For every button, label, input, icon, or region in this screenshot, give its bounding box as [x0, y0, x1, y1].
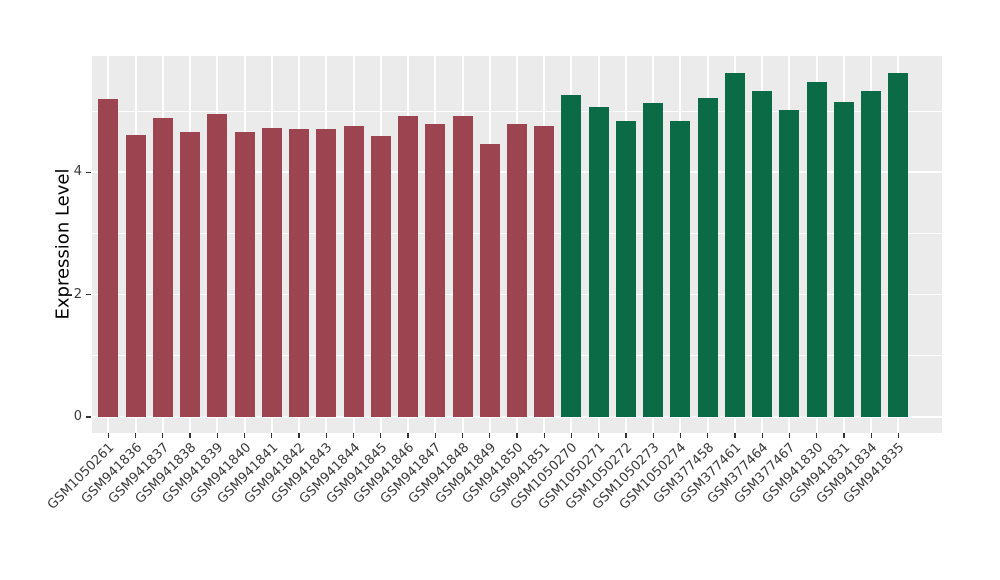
x-axis-tick — [816, 433, 818, 438]
bar — [234, 131, 255, 418]
x-axis-tick — [734, 433, 736, 438]
x-axis-tick — [380, 433, 382, 438]
x-axis-tick — [516, 433, 518, 438]
bar — [180, 131, 201, 418]
bar — [670, 121, 691, 418]
bar — [125, 134, 146, 418]
bar — [98, 99, 119, 418]
bar — [289, 129, 310, 418]
x-axis-tick — [298, 433, 300, 438]
bar — [724, 73, 745, 418]
bar — [588, 107, 609, 418]
bar — [152, 118, 173, 418]
bar — [370, 135, 391, 418]
bar — [615, 121, 636, 418]
x-axis-tick — [897, 433, 899, 438]
y-tick-label: 2 — [73, 286, 82, 302]
bar — [398, 115, 419, 418]
x-axis-tick — [679, 433, 682, 438]
y-tick-label: 0 — [73, 409, 82, 425]
y-axis-tick — [86, 294, 91, 296]
bar — [425, 123, 446, 418]
x-axis-tick — [325, 433, 327, 438]
x-axis-tick — [352, 433, 355, 438]
x-axis-tick — [461, 433, 464, 438]
bar — [343, 126, 364, 418]
bar — [643, 103, 664, 418]
x-axis-tick — [107, 433, 109, 438]
bar — [534, 126, 555, 418]
bar — [452, 115, 473, 418]
x-axis-tick — [189, 433, 191, 438]
x-axis-tick — [434, 433, 436, 438]
bar — [261, 128, 282, 418]
bar — [479, 144, 500, 418]
bar — [561, 95, 582, 418]
x-axis-tick — [761, 433, 763, 438]
x-axis-tick — [707, 433, 709, 438]
bar — [861, 91, 882, 418]
bar — [806, 82, 827, 418]
bar — [888, 73, 909, 418]
x-axis-tick — [271, 433, 273, 438]
x-axis-tick — [570, 433, 573, 438]
bar — [833, 101, 854, 418]
plot-panel — [92, 56, 942, 433]
x-axis-tick — [625, 433, 627, 438]
bar — [779, 110, 800, 418]
y-axis-tick — [86, 416, 91, 418]
x-axis-tick — [489, 433, 491, 438]
x-axis-tick — [216, 433, 218, 438]
x-axis-tick — [134, 433, 137, 438]
x-axis-tick — [870, 433, 872, 438]
bar — [207, 113, 228, 418]
x-axis-tick — [407, 433, 409, 438]
y-tick-label: 4 — [73, 164, 82, 180]
bar — [752, 90, 773, 418]
x-axis-tick — [162, 433, 164, 438]
x-axis-tick — [243, 433, 246, 438]
y-axis-tick — [86, 171, 91, 173]
bar — [507, 123, 527, 418]
x-axis-tick — [598, 433, 600, 438]
x-axis-tick — [843, 433, 845, 438]
bar — [697, 97, 718, 418]
x-axis-tick — [788, 433, 791, 438]
x-axis-tick — [543, 433, 545, 438]
bar — [316, 129, 337, 418]
x-axis-tick — [652, 433, 654, 438]
